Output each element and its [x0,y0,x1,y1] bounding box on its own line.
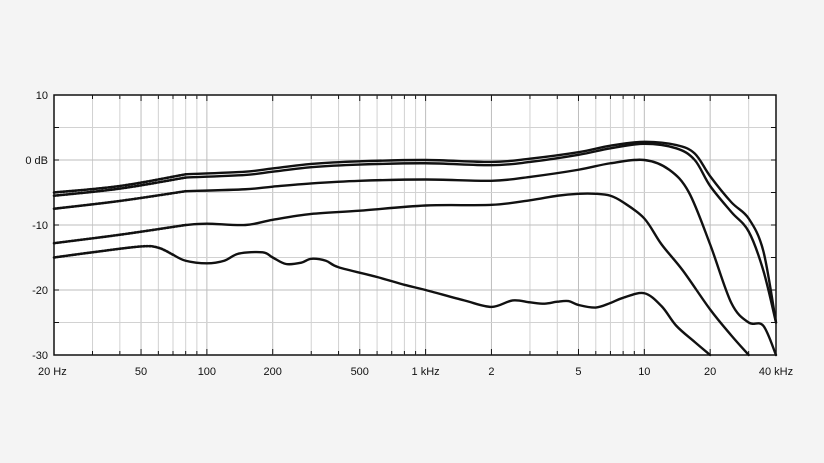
series-3-dotted-segment [52,189,187,211]
y-tick-label: 10 [36,90,48,102]
x-tick-label: 40 kHz [759,366,793,378]
y-tick-label: -10 [32,220,48,232]
x-tick-label: 20 [704,366,716,378]
x-tick-label: 20 Hz [38,366,67,378]
series-4-line [184,192,750,357]
x-tick-label: 1 kHz [412,366,440,378]
x-axis-labels: 20 Hz 50 100 200 500 1 kHz 2 5 10 20 40 kHz [38,366,793,378]
series-3-line [184,158,778,357]
x-tick-label: 2 [488,366,494,378]
series-5-line [171,250,712,357]
x-tick-label: 10 [638,366,650,378]
axis-ticks [53,94,777,356]
series-5-dotted-segment [52,244,175,259]
x-tick-label: 200 [264,366,282,378]
y-tick-label: 0 dB [25,155,48,167]
x-tick-label: 100 [198,366,216,378]
x-tick-label: 500 [351,366,369,378]
series-2-line [184,142,778,324]
series-1-line [184,140,778,324]
y-tick-label: -30 [32,350,48,362]
x-tick-label: 50 [135,366,147,378]
series-2-dotted-segment [52,176,187,198]
series-group [52,140,778,357]
y-tick-label: -20 [32,285,48,297]
x-tick-label: 5 [575,366,581,378]
series-4-dotted-segment [52,223,187,245]
series-1-dotted-segment [52,173,187,194]
y-axis-labels: 10 0 dB -10 -20 -30 [25,90,48,362]
